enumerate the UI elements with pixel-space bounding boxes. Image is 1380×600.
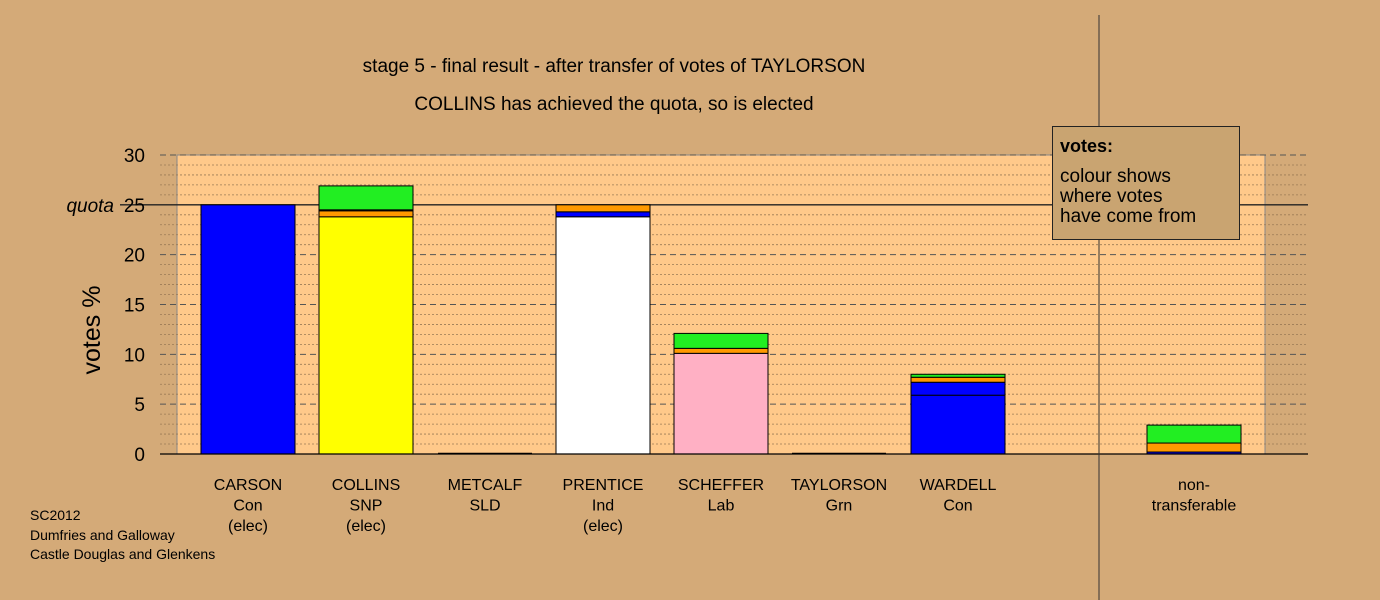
x-tick-label: (elec) [346,518,386,535]
bar-segment [1146,442,1242,453]
legend-line-2: where votes [1060,186,1163,207]
bar-segment [673,347,769,354]
bar-collins [318,185,414,455]
y-tick-label: 20 [124,246,145,267]
y-axis-label: votes % [78,286,106,375]
legend: votes: colour shows where votes have com… [1052,126,1240,240]
x-tick-label: Con [943,498,972,515]
legend-title: votes: [1060,136,1114,156]
x-axis-labels: CARSON Con (elec) COLLINS SNP (elec) METCALF SL… [214,477,1237,535]
source-line-3: Castle Douglas and Glenkens [30,546,216,562]
bar-segment [555,211,651,218]
x-tick-label: PRENTICE [563,477,644,494]
y-tick-label: 0 [134,445,145,466]
y-tick-label: 5 [134,395,145,416]
y-tick-label: 30 [124,146,145,167]
bar-segment [910,373,1006,378]
bars [200,185,1242,455]
bar-segment [318,210,414,218]
bar-scheffer [673,332,769,455]
x-tick-label: Ind [592,498,614,515]
bar-non-transferable [1146,424,1242,455]
bar-segment [673,352,769,455]
x-tick-label: (elec) [583,518,623,535]
y-tick-label: 25 [124,196,145,217]
bar-segment [555,204,651,213]
x-tick-label: Lab [708,498,735,515]
legend-line-1: colour shows [1060,166,1171,187]
bar-segment [673,332,769,349]
x-tick-label: non- [1178,477,1210,494]
x-tick-label: WARDELL [920,477,997,494]
quota-label: quota [66,196,114,217]
y-tick-label: 10 [124,345,145,366]
bar-segment [910,394,1006,455]
bar-segment [318,185,414,211]
x-tick-label: SCHEFFER [678,477,764,494]
x-tick-label: CARSON [214,477,282,494]
bar-segment [910,381,1006,396]
source-line-1: SC2012 [30,507,81,523]
bar-prentice [555,204,651,455]
chart-title: stage 5 - final result - after transfer … [363,56,866,77]
source-line-2: Dumfries and Galloway [30,527,175,543]
x-tick-label: Con [233,498,262,515]
x-tick-label: METCALF [448,477,523,494]
x-tick-label: TAYLORSON [791,477,887,494]
bar-segment [200,204,296,455]
bar-wardell [910,373,1006,455]
x-tick-label: SNP [350,498,383,515]
bar-carson [200,204,296,455]
chart-subtitle: COLLINS has achieved the quota, so is el… [414,94,813,115]
bar-segment [1146,424,1242,444]
bar-segment [318,216,414,455]
x-tick-label: Grn [826,498,853,515]
legend-line-3: have come from [1060,206,1197,227]
x-tick-label: (elec) [228,518,268,535]
x-tick-label: COLLINS [332,477,400,494]
x-tick-label: transferable [1152,498,1237,515]
y-axis: 0 5 10 15 20 25 30 quota [66,146,1308,466]
bar-segment [555,216,651,455]
x-tick-label: SLD [469,498,500,515]
y-tick-label: 15 [124,296,145,317]
bar-segment [910,376,1006,383]
